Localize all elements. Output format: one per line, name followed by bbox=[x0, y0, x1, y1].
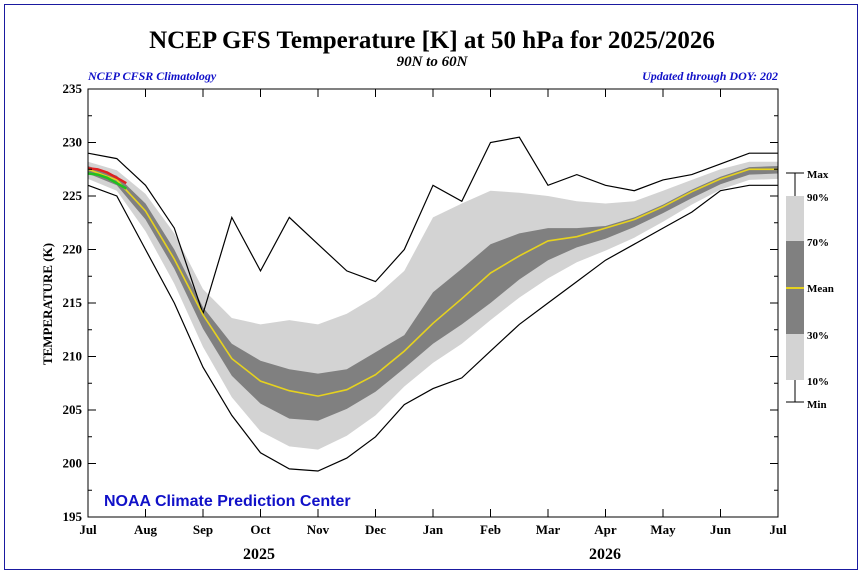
current-year-line-green bbox=[87, 172, 127, 190]
year-label-2025: 2025 bbox=[243, 546, 275, 563]
x-tick-label-month: Nov bbox=[307, 522, 330, 537]
legend-label-90pct: 90% bbox=[807, 192, 829, 204]
y-tick-label: 210 bbox=[63, 349, 83, 364]
y-tick-label: 200 bbox=[63, 456, 83, 471]
y-tick-label: 225 bbox=[63, 188, 83, 203]
x-tick-label-month: Mar bbox=[536, 522, 561, 537]
plot-area bbox=[87, 89, 778, 517]
legend-label-mean: Mean bbox=[807, 283, 834, 295]
x-tick-label-month: Apr bbox=[594, 522, 617, 537]
x-tick-label-month: Aug bbox=[134, 522, 158, 537]
legend: Max 90% 70% Mean 30% 10% Min bbox=[786, 169, 834, 411]
y-tick-label: 235 bbox=[63, 81, 83, 96]
y-tick-label: 215 bbox=[63, 295, 83, 310]
x-tick-label-month: May bbox=[650, 522, 676, 537]
y-tick-label: 230 bbox=[63, 135, 83, 150]
legend-label-max: Max bbox=[807, 169, 829, 181]
year-label-2026: 2026 bbox=[589, 546, 621, 563]
climatology-note: NCEP CFSR Climatology bbox=[87, 69, 217, 83]
legend-label-70pct: 70% bbox=[807, 237, 829, 249]
y-tick-label: 195 bbox=[63, 509, 83, 524]
x-tick-label-month: Feb bbox=[480, 522, 501, 537]
axes: 195 200 205 210 215 220 225 230 235 Jul Aug Sep Oct N… bbox=[63, 81, 788, 537]
x-tick-label-month: Jul bbox=[79, 522, 97, 537]
series-mean-line bbox=[87, 168, 778, 397]
legend-label-30pct: 30% bbox=[807, 330, 829, 342]
x-tick-label-month: Sep bbox=[193, 522, 213, 537]
x-tick-label-month: Jun bbox=[710, 522, 732, 537]
band-30-70 bbox=[88, 166, 778, 421]
x-tick-label-month: Jan bbox=[423, 522, 444, 537]
y-tick-label: 205 bbox=[63, 402, 83, 417]
series-min-line bbox=[87, 184, 778, 472]
update-note: Updated through DOY: 202 bbox=[642, 69, 778, 83]
legend-label-10pct: 10% bbox=[807, 376, 829, 388]
y-tick-label: 220 bbox=[63, 242, 83, 257]
y-axis-label: TEMPERATURE (K) bbox=[40, 243, 55, 365]
x-tick-label-month: Jul bbox=[769, 522, 787, 537]
credit-label: NOAA Climate Prediction Center bbox=[104, 493, 351, 510]
x-tick-label-month: Oct bbox=[250, 522, 271, 537]
chart-subtitle: 90N to 60N bbox=[397, 54, 469, 70]
chart-title: NCEP GFS Temperature [K] at 50 hPa for 2… bbox=[149, 27, 715, 54]
current-year-line bbox=[87, 166, 127, 185]
legend-label-min: Min bbox=[807, 399, 827, 411]
x-tick-label-month: Dec bbox=[365, 522, 386, 537]
figure-frame bbox=[4, 4, 858, 570]
